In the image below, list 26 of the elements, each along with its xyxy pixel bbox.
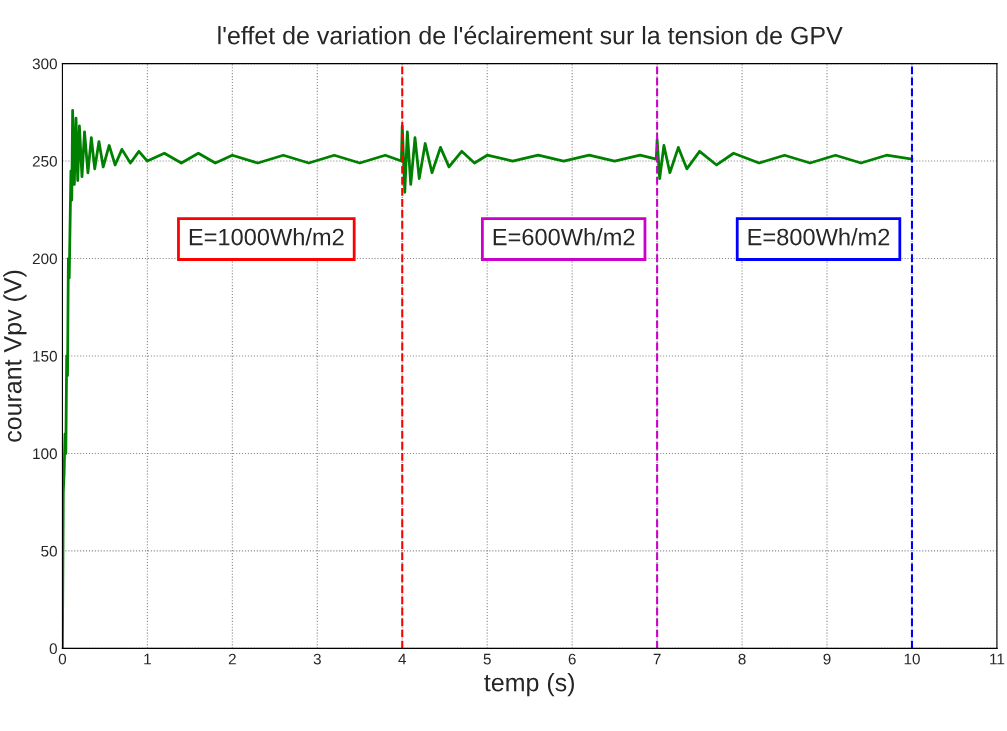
y-tick-label: 100 bbox=[33, 448, 57, 460]
x-tick-label: 1 bbox=[144, 653, 151, 665]
y-tick-label: 150 bbox=[33, 350, 57, 362]
x-tick-label: 0 bbox=[58, 653, 67, 665]
x-tick-label: 8 bbox=[738, 653, 746, 665]
x-tick-label: 7 bbox=[653, 653, 661, 665]
annotation: E=600Wh/m2 bbox=[493, 228, 635, 246]
y-tick-label: 0 bbox=[49, 643, 57, 655]
x-axis-title: temp (s) bbox=[484, 673, 574, 697]
x-tick-label: 3 bbox=[313, 653, 321, 665]
annotation: E=1000Wh/m2 bbox=[189, 228, 344, 246]
x-tick-label: 4 bbox=[398, 653, 407, 665]
chart-title: l'effet de variation de l'éclairement sur la tension de GPV bbox=[218, 25, 843, 45]
y-tick-label: 300 bbox=[32, 58, 57, 70]
annotation: E=800Wh/m2 bbox=[748, 228, 890, 246]
x-tick-label: 11 bbox=[990, 653, 1005, 665]
x-tick-label: 5 bbox=[483, 653, 491, 665]
line-series bbox=[62, 108, 914, 649]
x-tick-label: 2 bbox=[228, 653, 236, 665]
y-tick-label: 50 bbox=[41, 545, 57, 557]
x-tick-label: 9 bbox=[823, 653, 831, 665]
y-tick-label: 250 bbox=[32, 155, 57, 167]
x-tick-label: 10 bbox=[904, 653, 920, 665]
y-tick-label: 200 bbox=[32, 253, 57, 265]
x-tick-label: 6 bbox=[568, 653, 576, 665]
y-axis-title: courant Vpv (V) bbox=[3, 270, 27, 442]
